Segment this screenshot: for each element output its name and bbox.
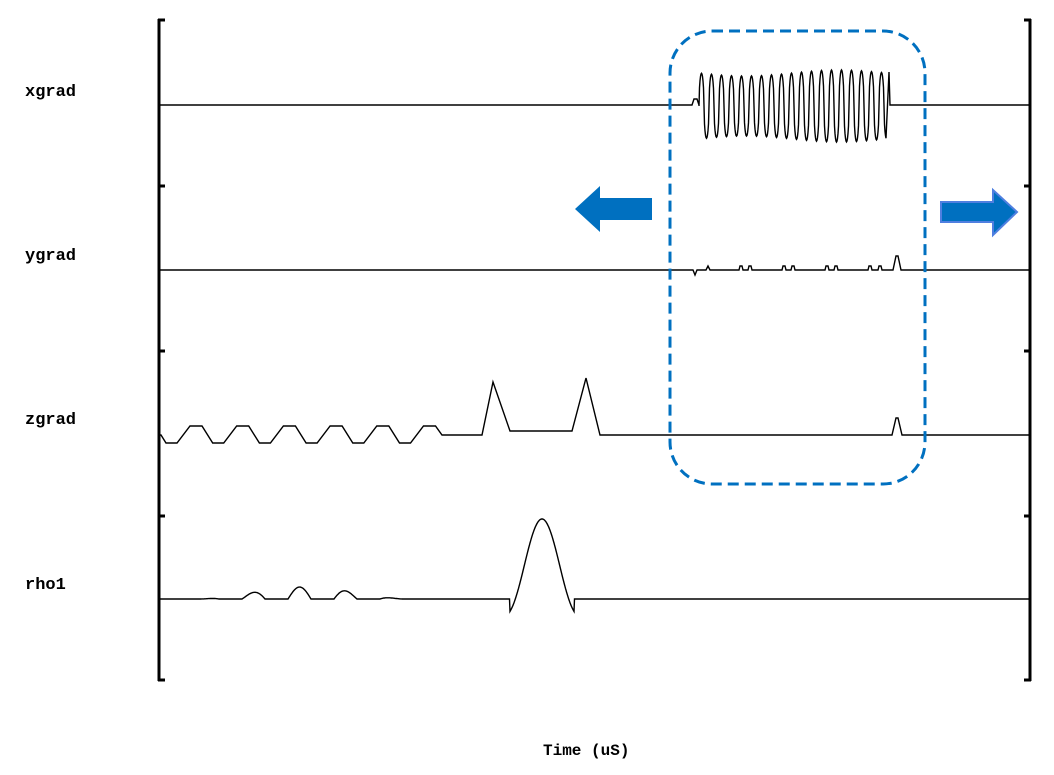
- channel-label-rho1: rho1: [25, 576, 66, 595]
- xgrad-trace: [159, 68, 1030, 144]
- channel-label-xgrad: xgrad: [25, 83, 77, 102]
- arrow-left-icon: [575, 186, 652, 232]
- arrow-right-icon: [940, 187, 1019, 238]
- highlight-box: [668, 29, 927, 486]
- channel-label-ygrad: ygrad: [25, 247, 77, 266]
- channel-label-zgrad: zgrad: [25, 411, 77, 430]
- axes: [157, 18, 1032, 682]
- zgrad-trace: [159, 377, 1030, 444]
- ygrad-trace: [159, 255, 1030, 277]
- x-axis-label: Time (uS): [543, 742, 630, 760]
- rho1-trace: [159, 518, 1030, 614]
